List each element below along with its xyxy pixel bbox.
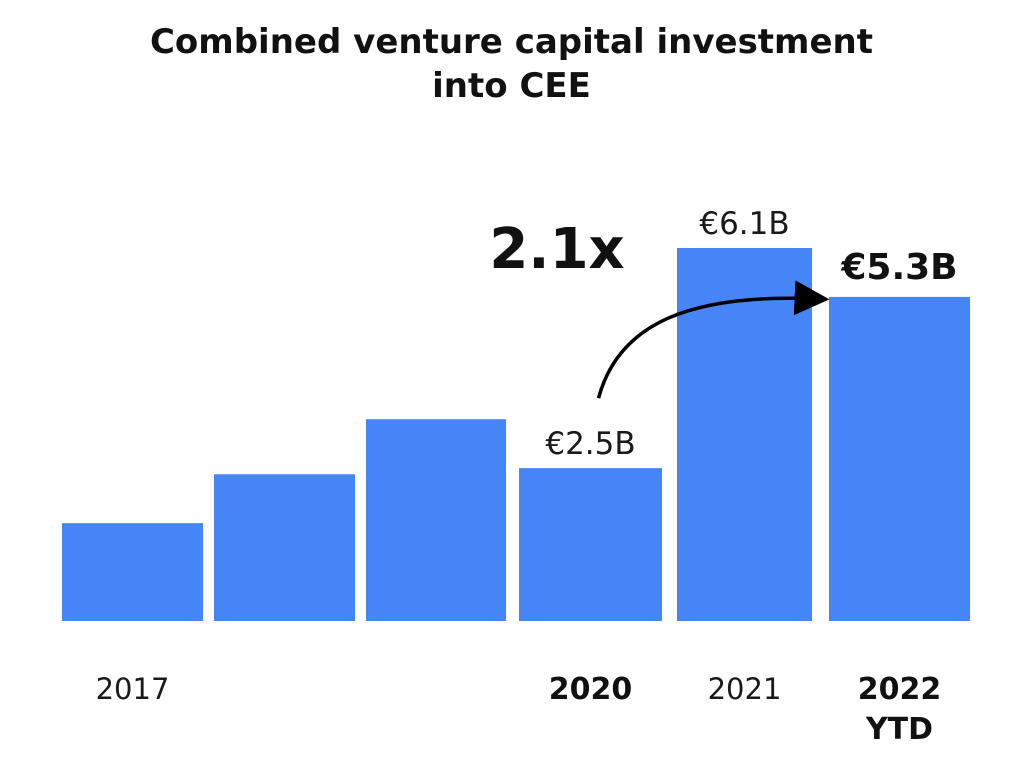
growth-arrow — [596, 280, 830, 399]
chart-title-line-1: Combined venture capital investment — [149, 22, 873, 62]
chart-title: Combined venture capital investment into… — [0, 20, 1023, 108]
chart-title-line-2: into CEE — [432, 66, 591, 106]
data-label-5: €5.3B — [840, 247, 957, 288]
x-tick-label-0: 2017 — [96, 672, 170, 706]
bar-4 — [677, 248, 812, 621]
x-tick-label-5-line-2: YTD — [865, 712, 933, 747]
bar-2 — [366, 419, 506, 621]
x-tick-label-4: 2021 — [708, 672, 782, 706]
bar-0 — [62, 523, 203, 621]
growth-multiplier-label: 2.1x — [489, 217, 624, 282]
x-tick-label-5: 2022 — [858, 672, 942, 707]
bar-1 — [214, 474, 355, 621]
x-tick-label-3: 2020 — [549, 672, 633, 707]
bar-5 — [829, 296, 970, 621]
data-label-3: €2.5B — [545, 426, 635, 462]
bar-3 — [519, 468, 662, 621]
data-label-4: €6.1B — [699, 206, 789, 242]
